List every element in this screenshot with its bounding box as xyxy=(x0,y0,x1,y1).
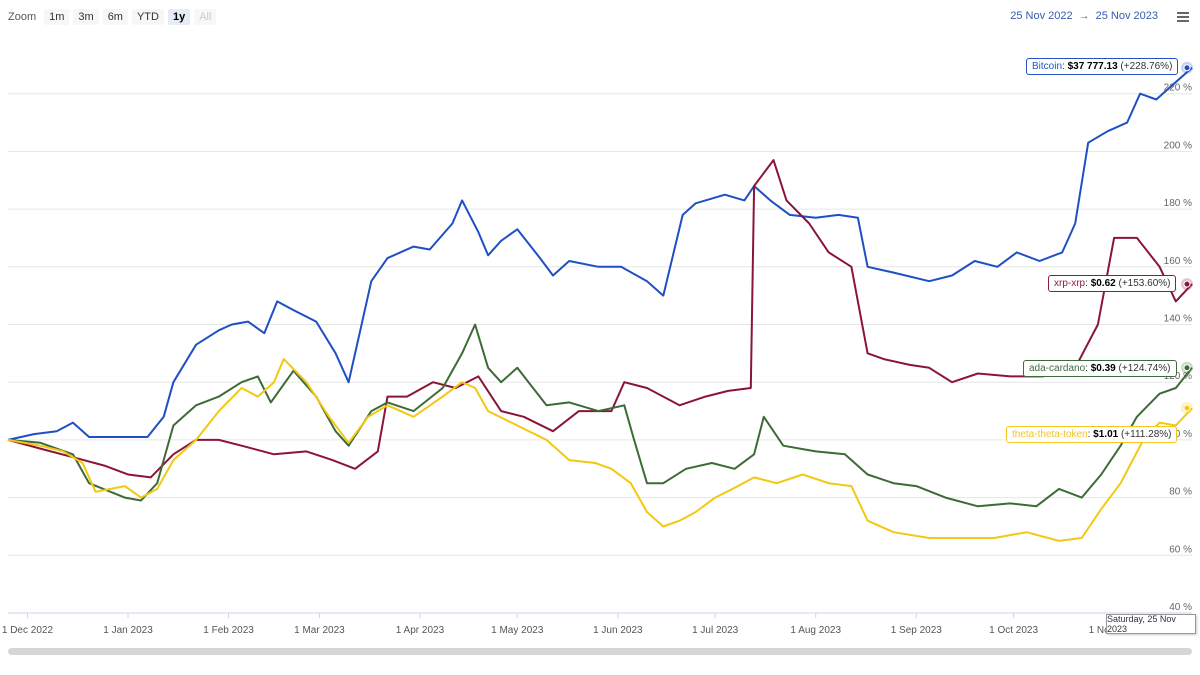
x-axis: 1 Dec 2022 1 Jan 2023 1 Feb 2023 1 Mar 2023… xyxy=(2,613,1140,636)
end-marker xyxy=(1183,404,1191,412)
zoom-1y-button[interactable]: 1y xyxy=(167,9,191,25)
ada-label: ada-cardano: $0.39 (+124.74%) xyxy=(1023,360,1177,377)
bitcoin-label-value: $37 777.13 xyxy=(1067,61,1118,72)
series-line-xrp-xrp xyxy=(7,159,1193,479)
range-arrow: → xyxy=(1078,10,1090,22)
x-tick-label: 1 Apr 2023 xyxy=(396,625,445,636)
label-sep: : xyxy=(1062,61,1068,72)
zoom-1m-button[interactable]: 1m xyxy=(44,9,70,25)
xrp-label: xrp-xrp: $0.62 (+153.60%) xyxy=(1048,275,1177,292)
y-axis: 40 % 60 % 80 % 100 % 120 % 140 % 160 % 180 % 200… xyxy=(1164,83,1192,613)
x-tick-label: 1 Jun 2023 xyxy=(593,625,643,636)
xrp-label-name: xrp-xrp xyxy=(1054,278,1086,289)
theta-label-change: (+111.28%) xyxy=(1118,429,1172,440)
y-tick-label: 200 % xyxy=(1164,140,1192,151)
theta-label-name: theta-theta-token xyxy=(1012,429,1088,440)
x-tick-label: 1 Aug 2023 xyxy=(790,625,841,636)
series-line-ada-cardano xyxy=(7,323,1193,508)
end-marker xyxy=(1183,280,1191,288)
range-to[interactable]: 25 Nov 2023 xyxy=(1095,10,1158,22)
date-tooltip: Saturday, 25 Nov 2023 xyxy=(1106,614,1196,634)
zoom-6m-button[interactable]: 6m xyxy=(102,9,128,25)
theta-label-value: $1.01 xyxy=(1093,429,1119,440)
zoom-all-button[interactable]: All xyxy=(194,9,217,25)
hamburger-menu-icon[interactable] xyxy=(1177,12,1189,24)
xrp-label-change: (+153.60%) xyxy=(1115,278,1171,289)
end-markers xyxy=(1181,61,1193,415)
xrp-label-value: $0.62 xyxy=(1090,278,1116,289)
x-tick-label: 1 Jan 2023 xyxy=(103,625,153,636)
zoom-label: Zoom xyxy=(8,11,37,23)
bitcoin-label-change: (+228.76%) xyxy=(1117,61,1173,72)
zoom-ytd-button[interactable]: YTD xyxy=(131,9,164,25)
range-from[interactable]: 25 Nov 2022 xyxy=(1010,10,1073,22)
navigator-scrollbar[interactable] xyxy=(8,648,1192,655)
y-tick-label: 140 % xyxy=(1164,314,1192,325)
x-tick-label: 1 Dec 2022 xyxy=(2,625,54,636)
y-tick-label: 40 % xyxy=(1169,602,1192,613)
end-marker xyxy=(1183,364,1191,372)
y-tick-label: 160 % xyxy=(1164,256,1192,267)
x-tick-label: 1 Jul 2023 xyxy=(692,625,739,636)
series-group xyxy=(7,66,1193,542)
ada-label-name: ada-cardano xyxy=(1029,363,1086,374)
zoom-3m-button[interactable]: 3m xyxy=(73,9,99,25)
label-sep: : xyxy=(1087,429,1094,440)
y-tick-label: 180 % xyxy=(1164,198,1192,209)
bitcoin-label: Bitcoin: $37 777.13 (+228.76%) xyxy=(1026,58,1179,75)
x-tick-label: 1 Sep 2023 xyxy=(891,625,943,636)
y-tick-label: 80 % xyxy=(1169,487,1192,498)
y-tick-label: 100 % xyxy=(1164,429,1192,440)
label-sep: : xyxy=(1085,363,1091,374)
zoom-toolbar: Zoom 1m 3m 6m YTD 1y All xyxy=(8,8,217,26)
label-sep: : xyxy=(1085,278,1091,289)
x-tick-label: 1 Mar 2023 xyxy=(294,625,345,636)
y-tick-label: 60 % xyxy=(1169,544,1192,555)
end-marker xyxy=(1183,64,1191,72)
y-tick-label: 220 % xyxy=(1164,83,1192,94)
x-tick-label: 1 Feb 2023 xyxy=(203,625,254,636)
series-line-Bitcoin xyxy=(7,66,1193,441)
bitcoin-label-name: Bitcoin xyxy=(1032,61,1063,72)
theta-label: theta-theta-token: $1.01 (+111.28%) xyxy=(1006,426,1178,443)
ada-label-value: $0.39 xyxy=(1090,363,1116,374)
ada-label-change: (+124.74%) xyxy=(1115,363,1171,374)
x-tick-label: 1 May 2023 xyxy=(491,625,544,636)
y-tick-label: 120 % xyxy=(1164,371,1192,382)
series-line-theta-theta-token xyxy=(7,358,1193,542)
x-tick-label: 1 Oct 2023 xyxy=(989,625,1038,636)
date-range: 25 Nov 2022 → 25 Nov 2023 xyxy=(1010,10,1158,22)
